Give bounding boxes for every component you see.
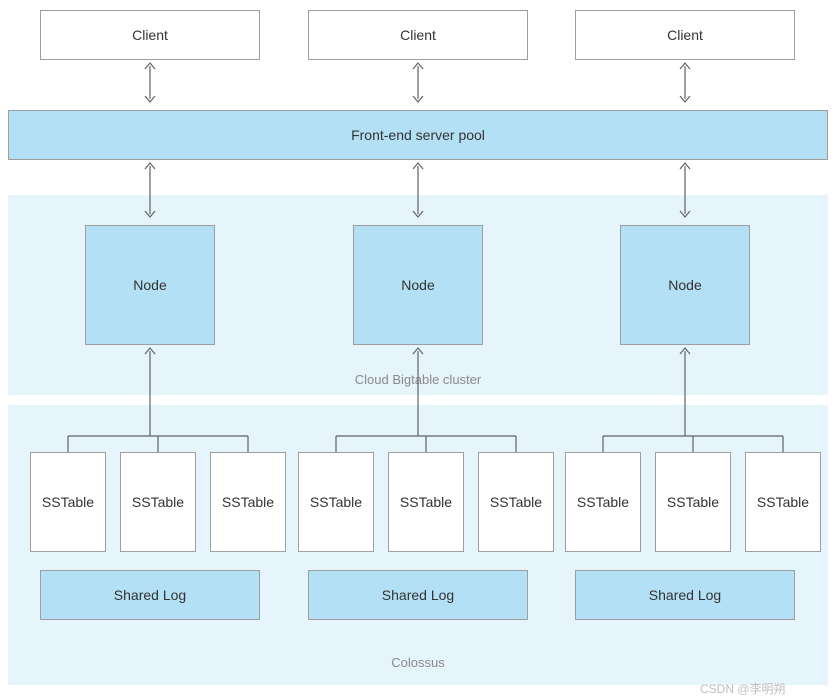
client-box-0: Client — [40, 10, 260, 60]
watermark: CSDN @李明朔 — [700, 680, 786, 697]
arrow-client-frontend-2 — [675, 60, 695, 105]
client-box-2: Client — [575, 10, 795, 60]
arrow-client-frontend-0 — [140, 60, 160, 105]
arrow-storage-node-2 — [675, 345, 695, 420]
arrow-frontend-node-0 — [140, 160, 160, 220]
node-box-1: Node — [353, 225, 483, 345]
arrow-storage-node-0 — [140, 345, 160, 420]
arrow-storage-node-1 — [408, 345, 428, 420]
sharedlog-box-0: Shared Log — [40, 570, 260, 620]
arrow-client-frontend-1 — [408, 60, 428, 105]
sstable-box-0-2: SSTable — [210, 452, 286, 552]
sstable-box-2-0: SSTable — [565, 452, 641, 552]
sstable-box-2-2: SSTable — [745, 452, 821, 552]
sharedlog-box-2: Shared Log — [575, 570, 795, 620]
node-box-0: Node — [85, 225, 215, 345]
colossus-label: Colossus — [0, 655, 836, 670]
frontend-pool-box: Front-end server pool — [8, 110, 828, 160]
sstable-box-1-0: SSTable — [298, 452, 374, 552]
sstable-box-2-1: SSTable — [655, 452, 731, 552]
arrow-frontend-node-2 — [675, 160, 695, 220]
client-box-1: Client — [308, 10, 528, 60]
branch-2 — [598, 420, 788, 452]
sharedlog-box-1: Shared Log — [308, 570, 528, 620]
sstable-box-0-0: SSTable — [30, 452, 106, 552]
node-box-2: Node — [620, 225, 750, 345]
branch-1 — [331, 420, 521, 452]
sstable-box-0-1: SSTable — [120, 452, 196, 552]
branch-0 — [63, 420, 253, 452]
sstable-box-1-1: SSTable — [388, 452, 464, 552]
sstable-box-1-2: SSTable — [478, 452, 554, 552]
arrow-frontend-node-1 — [408, 160, 428, 220]
